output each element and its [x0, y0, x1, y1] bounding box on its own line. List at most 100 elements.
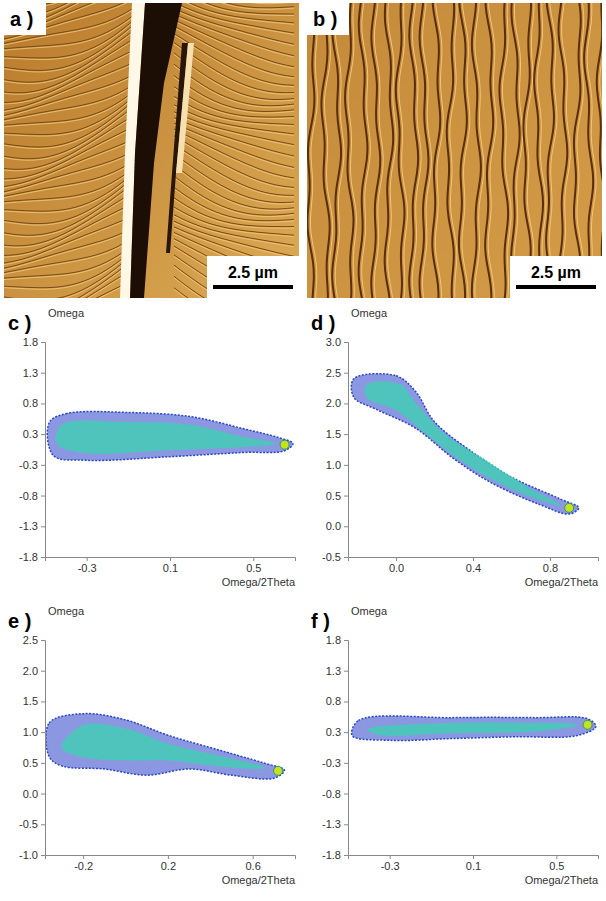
tick: -0.3 — [19, 459, 45, 471]
axis-line — [344, 641, 349, 856]
afm-terrace — [4, 95, 136, 135]
figure: a )2.5 µmb )2.5 µm-0.30.10.5-1.8-1.3-0.8… — [0, 0, 606, 901]
afm-terrace — [4, 83, 136, 120]
chart: -0.20.20.6-1.0-0.50.00.51.01.52.02.5e )O… — [8, 605, 296, 886]
tick-mark — [344, 671, 348, 672]
tick-label: 0.8 — [23, 397, 38, 409]
afm-terrace-edge — [4, 183, 136, 237]
density-region — [62, 724, 263, 768]
afm-step — [597, 3, 602, 298]
tick: -1.3 — [322, 818, 348, 830]
tick-label: -0.5 — [322, 551, 341, 563]
tick-mark — [41, 403, 45, 404]
tick-label: 2.5 — [326, 367, 341, 379]
afm-terrace-edge — [174, 77, 294, 113]
tick-mark — [550, 557, 551, 561]
tick-mark — [473, 557, 474, 561]
tick-mark — [556, 855, 557, 859]
scale-bar — [213, 285, 293, 289]
tick-mark — [41, 496, 45, 497]
tick: 2.0 — [23, 665, 45, 677]
afm-step-edge — [348, 3, 356, 298]
tick: 0.8 — [326, 695, 348, 707]
tick: -0.8 — [322, 788, 348, 800]
tick: 1.0 — [23, 726, 45, 738]
tick: 0.8 — [543, 557, 558, 574]
afm-step-edge — [514, 3, 522, 298]
tick-mark — [253, 557, 254, 561]
tick-mark — [344, 434, 348, 435]
scale-bar — [516, 285, 596, 289]
afm-step — [419, 3, 428, 298]
afm-background — [4, 3, 299, 298]
tick-label: 1.0 — [326, 459, 341, 471]
tick-label: -0.3 — [19, 459, 38, 471]
tick-mark — [344, 794, 348, 795]
axis-line — [46, 856, 296, 860]
afm-terrace — [174, 118, 294, 156]
tick: 1.3 — [326, 665, 348, 677]
tick-label: 0.4 — [466, 562, 481, 574]
afm-step-edge — [549, 3, 557, 298]
tick: 0.1 — [466, 855, 481, 872]
afm-terrace — [174, 144, 294, 195]
tick-mark — [41, 701, 45, 702]
afm-step-edge — [435, 3, 443, 298]
afm-terrace-edge — [4, 280, 136, 298]
density-region — [46, 714, 285, 779]
tick: 0.4 — [466, 557, 481, 574]
tick-label: 0.0 — [326, 520, 341, 532]
tick: 0.5 — [246, 557, 261, 574]
tick-label: -0.5 — [19, 818, 38, 830]
tick-mark — [41, 526, 45, 527]
afm-step — [511, 3, 519, 298]
label-box — [307, 3, 349, 35]
tick: 1.3 — [23, 367, 45, 379]
tick-label: 0.3 — [23, 428, 38, 440]
scale-bar-box — [207, 256, 299, 298]
afm-terrace-edge — [4, 253, 136, 298]
tick: 1.8 — [326, 634, 348, 646]
afm-terrace — [4, 37, 136, 92]
afm-terrace — [4, 215, 136, 263]
tick-mark — [344, 732, 348, 733]
scale-bar-box — [510, 256, 602, 298]
tick-label: 0.8 — [543, 562, 558, 574]
tick-mark — [168, 855, 169, 859]
tick-label: -1.8 — [19, 551, 38, 563]
tick-label: -1.3 — [322, 818, 341, 830]
afm-step-edge — [475, 3, 484, 298]
axis-line — [349, 558, 599, 562]
afm-step — [472, 3, 481, 298]
afm-step — [371, 3, 380, 298]
tick: 0.0 — [389, 557, 404, 574]
x-axis: -0.30.10.5 — [46, 557, 296, 574]
afm-step-edge — [362, 3, 371, 298]
afm-step-edge — [587, 3, 596, 298]
afm-step — [409, 3, 418, 298]
y-axis-title: Omega — [48, 307, 85, 319]
tick: -0.3 — [381, 855, 400, 872]
afm-step-edge — [324, 3, 332, 298]
afm-terrace-edge — [4, 269, 136, 298]
y-axis-title: Omega — [351, 605, 388, 617]
x-axis-title: Omega/2Theta — [525, 874, 599, 886]
tick: -0.3 — [322, 757, 348, 769]
tick-mark — [344, 526, 348, 527]
x-axis-title: Omega/2Theta — [525, 576, 599, 588]
afm-terrace-edge — [4, 173, 136, 213]
tick: -1.8 — [19, 551, 45, 563]
panel-label: f ) — [311, 610, 330, 632]
afm-image: b )2.5 µm — [307, 0, 606, 308]
afm-terrace-edge — [4, 216, 136, 264]
tick-mark — [344, 403, 348, 404]
tick-mark — [390, 855, 391, 859]
panel-label: b ) — [313, 8, 337, 30]
tick-label: 1.0 — [23, 726, 38, 738]
plot-area — [47, 412, 293, 461]
tick: -1.8 — [322, 849, 348, 861]
afm-image: a )2.5 µm — [4, 0, 299, 341]
tick: -1.3 — [19, 520, 45, 532]
panel-label: a ) — [10, 8, 33, 30]
x-axis: -0.20.20.6 — [46, 855, 296, 872]
